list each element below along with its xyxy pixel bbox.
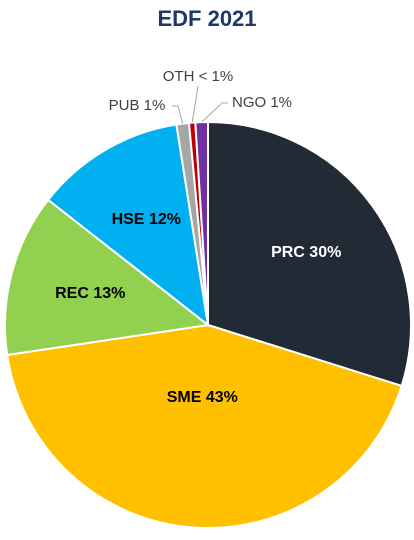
leader-line [201,102,228,123]
label-value: 1% [144,97,166,114]
label-value: < 1% [199,68,234,85]
chart-title: EDF 2021 [157,6,256,31]
label-category: HSE [112,211,145,228]
pie-slice [4,198,211,357]
pie-slice [6,323,403,529]
data-label: OTH < 1% [163,68,233,85]
pie-slice [46,123,210,328]
label-value: 12% [149,211,181,228]
data-label: PRC 30% [271,244,341,261]
pie-slice [207,120,412,388]
label-category: PRC [271,244,305,261]
label-category: NGO [232,94,266,111]
label-category: PUB [109,97,140,114]
label-category: SME [167,389,202,406]
leader-line [172,105,184,124]
pie-slice [194,120,209,326]
data-label: NGO 1% [232,94,292,111]
label-value: 13% [93,285,125,302]
data-label: PUB 1% [109,97,166,114]
label-category: OTH [163,68,195,85]
data-label: SME 43% [167,389,238,406]
data-label: HSE 12% [112,211,181,228]
data-label: REC 13% [55,285,125,302]
label-value: 43% [206,389,238,406]
label-value: 1% [270,94,292,111]
leader-line [191,85,199,123]
label-value: 30% [309,244,341,261]
label-category: REC [55,285,89,302]
